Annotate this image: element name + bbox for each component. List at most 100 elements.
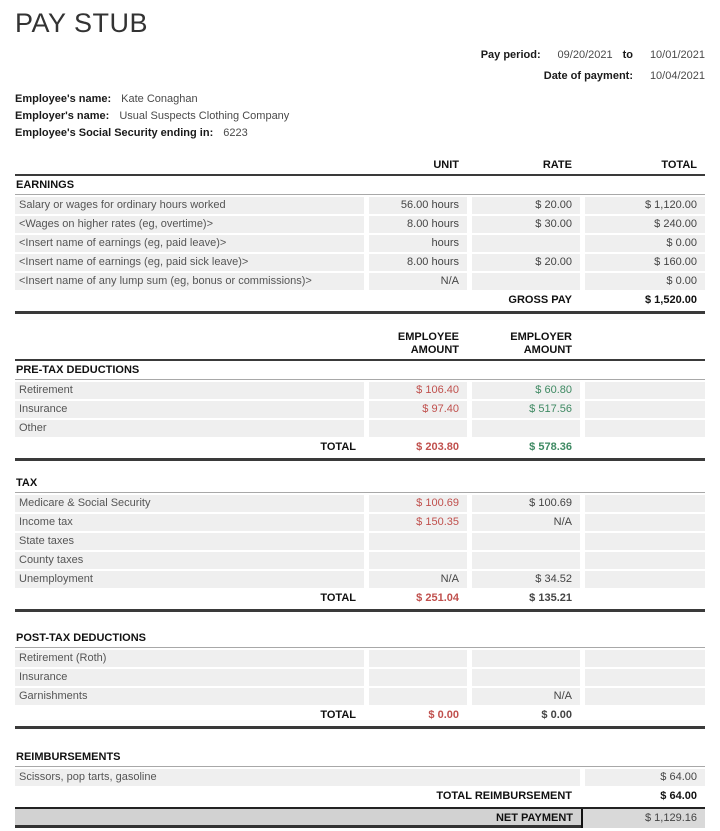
- earnings-table: UNIT RATE TOTAL EARNINGS Salary or wages…: [15, 158, 705, 314]
- row-label: Unemployment: [15, 571, 364, 588]
- net-payment-row: NET PAYMENT $ 1,129.16: [15, 807, 705, 828]
- employee-amount-cell: [369, 650, 467, 667]
- tax-total-row: TOTAL $ 251.04 $ 135.21: [15, 590, 705, 607]
- table-row: Medicare & Social Security $ 100.69 $ 10…: [15, 495, 705, 512]
- row-label: <Insert name of earnings (eg, paid leave…: [15, 235, 364, 252]
- employee-amount-cell: $ 106.40: [369, 382, 467, 399]
- table-row: Garnishments N/A: [15, 688, 705, 705]
- section-divider: [15, 726, 705, 729]
- row-label: Scissors, pop tarts, gasoline: [15, 769, 580, 786]
- gross-pay-value: $ 1,520.00: [645, 294, 697, 306]
- tax-total-employee: $ 251.04: [416, 592, 459, 604]
- employee-amount-cell: [369, 688, 467, 705]
- row-label: Retirement: [15, 382, 364, 399]
- earnings-column-header: UNIT RATE TOTAL: [15, 158, 705, 176]
- gross-pay-label: GROSS PAY: [508, 294, 572, 306]
- total-cell: $ 64.00: [585, 769, 705, 786]
- table-row: Income tax $ 150.35 N/A: [15, 514, 705, 531]
- table-row: Insurance: [15, 669, 705, 686]
- pretax-total-label: TOTAL: [320, 441, 356, 453]
- row-label: <Insert name of earnings (eg, paid sick …: [15, 254, 364, 271]
- posttax-total-employee: $ 0.00: [428, 709, 459, 721]
- ssn-label: Employee's Social Security ending in:: [15, 127, 214, 139]
- posttax-section-title: POST-TAX DEDUCTIONS: [15, 629, 705, 648]
- unit-cell: N/A: [369, 273, 467, 290]
- posttax-total-row: TOTAL $ 0.00 $ 0.00: [15, 707, 705, 724]
- empty-cell: [585, 439, 705, 456]
- row-label: <Insert name of any lump sum (eg, bonus …: [15, 273, 364, 290]
- table-row: State taxes: [15, 533, 705, 550]
- earnings-section-title: EARNINGS: [15, 176, 705, 195]
- employer-amount-cell: [472, 420, 580, 437]
- row-label: Retirement (Roth): [15, 650, 364, 667]
- rate-cell: $ 20.00: [472, 254, 580, 271]
- col-total: TOTAL: [661, 159, 697, 171]
- col-employee-line1: EMPLOYEE: [397, 331, 459, 343]
- unit-cell: 8.00 hours: [369, 216, 467, 233]
- col-rate: RATE: [542, 159, 572, 171]
- unit-cell: 56.00 hours: [369, 197, 467, 214]
- employer-amount-cell: $ 60.80: [472, 382, 580, 399]
- row-label: Garnishments: [15, 688, 364, 705]
- amount-column-header: EMPLOYEE AMOUNT EMPLOYER AMOUNT: [15, 330, 705, 361]
- employee-amount-cell: [369, 552, 467, 569]
- rate-cell: [472, 273, 580, 290]
- table-row: Other: [15, 420, 705, 437]
- unit-cell: 8.00 hours: [369, 254, 467, 271]
- employer-amount-cell: $ 100.69: [472, 495, 580, 512]
- tax-table: TAX Medicare & Social Security $ 100.69 …: [15, 474, 705, 612]
- section-divider: [15, 311, 705, 314]
- table-row: Retirement (Roth): [15, 650, 705, 667]
- employee-amount-cell: $ 150.35: [369, 514, 467, 531]
- total-cell: $ 0.00: [585, 235, 705, 252]
- gross-pay-row: GROSS PAY $ 1,520.00: [15, 292, 705, 309]
- employee-amount-cell: $ 100.69: [369, 495, 467, 512]
- employer-name-label: Employer's name:: [15, 110, 110, 122]
- col-employer-line1: EMPLOYER: [510, 331, 572, 343]
- employee-info-block: Employee's name: Kate Conaghan Employer'…: [15, 93, 705, 144]
- section-divider: [15, 609, 705, 612]
- empty-cell: [585, 707, 705, 724]
- total-reimbursement-label: TOTAL REIMBURSEMENT: [436, 790, 572, 802]
- net-payment-label: NET PAYMENT: [15, 809, 583, 828]
- pay-period-to-label: to: [622, 49, 633, 61]
- pay-period-start: 09/20/2021: [557, 49, 613, 61]
- empty-cell: [585, 382, 705, 399]
- page-title: PAY STUB: [15, 8, 149, 38]
- employer-amount-cell: [472, 533, 580, 550]
- row-label: Medicare & Social Security: [15, 495, 364, 512]
- table-row: Retirement $ 106.40 $ 60.80: [15, 382, 705, 399]
- employee-name-value: Kate Conaghan: [121, 93, 198, 105]
- tax-total-employer: $ 135.21: [529, 592, 572, 604]
- table-row: <Wages on higher rates (eg, overtime)> 8…: [15, 216, 705, 233]
- col-employee-amount: EMPLOYEE AMOUNT: [369, 330, 467, 357]
- table-row: Insurance $ 97.40 $ 517.56: [15, 401, 705, 418]
- posttax-total-employer: $ 0.00: [541, 709, 572, 721]
- spacer-cell: [15, 158, 364, 172]
- net-payment-value: $ 1,129.16: [583, 809, 705, 828]
- pretax-total-row: TOTAL $ 203.80 $ 578.36: [15, 439, 705, 456]
- employee-amount-cell: [369, 669, 467, 686]
- table-row: County taxes: [15, 552, 705, 569]
- col-employer-amount: EMPLOYER AMOUNT: [472, 330, 580, 357]
- payment-date-label: Date of payment:: [543, 70, 633, 82]
- table-row: <Insert name of earnings (eg, paid leave…: [15, 235, 705, 252]
- tax-total-label: TOTAL: [320, 592, 356, 604]
- pay-period-line: Pay period: 09/20/2021 to 10/01/2021: [15, 49, 705, 64]
- row-label: State taxes: [15, 533, 364, 550]
- tax-section-title: TAX: [15, 474, 705, 493]
- total-reimbursement-value: $ 64.00: [660, 790, 697, 802]
- ssn-line: Employee's Social Security ending in: 62…: [15, 127, 705, 144]
- total-cell: $ 160.00: [585, 254, 705, 271]
- pay-dates-block: Pay period: 09/20/2021 to 10/01/2021 Dat…: [15, 49, 705, 85]
- total-cell: $ 1,120.00: [585, 197, 705, 214]
- employee-name-line: Employee's name: Kate Conaghan: [15, 93, 705, 110]
- employer-name-value: Usual Suspects Clothing Company: [119, 110, 290, 122]
- unit-cell: hours: [369, 235, 467, 252]
- empty-cell: [585, 590, 705, 607]
- employee-name-label: Employee's name:: [15, 93, 112, 105]
- employer-name-line: Employer's name: Usual Suspects Clothing…: [15, 110, 705, 127]
- ssn-value: 6223: [223, 127, 248, 139]
- table-row: Salary or wages for ordinary hours worke…: [15, 197, 705, 214]
- posttax-total-label: TOTAL: [320, 709, 356, 721]
